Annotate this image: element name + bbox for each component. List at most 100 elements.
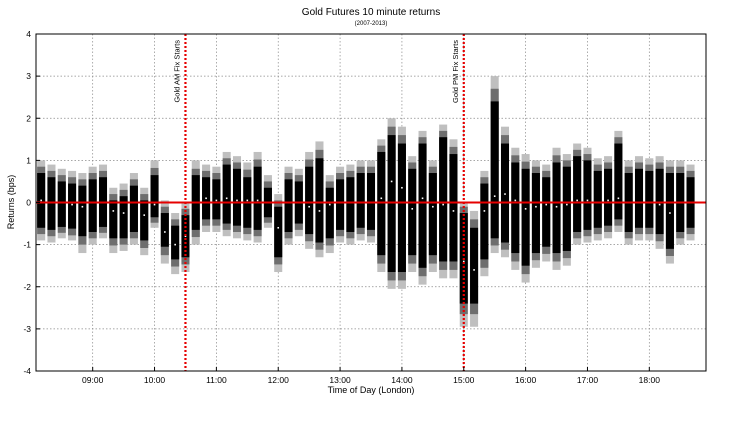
bar-median-dot bbox=[401, 186, 403, 189]
bar-median-dot bbox=[442, 203, 444, 206]
bar-median-dot bbox=[143, 214, 146, 216]
bar-median-dot bbox=[555, 205, 558, 208]
bar-core-band bbox=[305, 166, 314, 235]
bar-core-band bbox=[408, 168, 417, 256]
y-tick-label: 0 bbox=[26, 198, 31, 208]
y-tick-label: 1 bbox=[26, 155, 31, 165]
bar-core-band bbox=[129, 185, 138, 232]
y-tick-label: -3 bbox=[23, 324, 31, 334]
bar-median-dot bbox=[462, 260, 465, 263]
bar-median-dot bbox=[277, 226, 280, 229]
fix-start-label: Gold AM Fix Starts bbox=[172, 40, 181, 103]
bar-median-dot bbox=[607, 199, 609, 202]
bar-core-band bbox=[377, 151, 386, 256]
bar-core-band bbox=[78, 185, 87, 237]
x-tick-label: 12:00 bbox=[268, 375, 290, 385]
bar-median-dot bbox=[174, 243, 176, 246]
bar-median-dot bbox=[308, 205, 310, 208]
bar-core-band bbox=[665, 173, 674, 249]
bar-core-band bbox=[604, 168, 613, 226]
bar-core-band bbox=[500, 143, 510, 243]
bar-median-dot bbox=[524, 208, 527, 210]
bar-core-band bbox=[418, 143, 427, 268]
bar-median-dot bbox=[514, 199, 517, 202]
bar-core-band bbox=[542, 177, 551, 247]
bar-median-dot bbox=[380, 197, 383, 200]
bar-median-dot bbox=[576, 199, 578, 202]
bar-median-dot bbox=[40, 199, 42, 202]
bar-median-dot bbox=[421, 197, 424, 200]
bar-core-band bbox=[428, 173, 437, 256]
x-tick-label: 09:00 bbox=[82, 375, 104, 385]
fix-start-label: Gold PM Fix Starts bbox=[451, 40, 460, 103]
bar-median-dot bbox=[122, 212, 125, 214]
bar-median-dot bbox=[215, 199, 218, 202]
bar-median-dot bbox=[318, 210, 321, 212]
bar-core-band bbox=[212, 179, 221, 220]
bar-core-band bbox=[655, 168, 664, 235]
bar-core-band bbox=[439, 137, 448, 262]
bar-median-dot bbox=[493, 195, 496, 197]
x-axis-label: Time of Day (London) bbox=[328, 385, 415, 395]
bar-median-dot bbox=[246, 199, 249, 202]
bar-core-band bbox=[57, 181, 66, 227]
bar-core-band bbox=[160, 213, 169, 247]
bar-core-band bbox=[387, 135, 396, 273]
x-tick-label: 17:00 bbox=[577, 375, 599, 385]
bar-median-dot bbox=[586, 199, 589, 202]
y-tick-label: 3 bbox=[26, 71, 31, 81]
bar-median-dot bbox=[205, 197, 207, 200]
bar-median-dot bbox=[452, 210, 455, 212]
bar-core-band bbox=[325, 187, 334, 239]
bar-core-band bbox=[573, 156, 582, 232]
x-tick-label: 16:00 bbox=[515, 375, 537, 385]
y-tick-label: -1 bbox=[23, 240, 31, 250]
reference-lines: Gold AM Fix Starts Gold PM Fix Starts bbox=[36, 34, 706, 371]
bar-median-dot bbox=[432, 205, 434, 208]
x-tick-label: 11:00 bbox=[206, 375, 227, 385]
bar-core-band bbox=[366, 173, 376, 230]
bar-core-band bbox=[232, 168, 242, 226]
bar-core-band bbox=[140, 200, 149, 241]
bar-core-band bbox=[614, 143, 623, 220]
bar-median-dot bbox=[669, 212, 671, 214]
y-axis-label: Returns (bps) bbox=[6, 175, 16, 230]
bar-core-band bbox=[119, 196, 128, 239]
chart-subtitle: (2007-2013) bbox=[354, 21, 388, 27]
bar-median-dot bbox=[658, 203, 661, 206]
bar-median-dot bbox=[473, 269, 475, 271]
bar-core-band bbox=[562, 166, 571, 251]
bar-core-band bbox=[68, 183, 77, 229]
y-tick-label: 2 bbox=[26, 113, 31, 123]
bar-core-band bbox=[490, 101, 499, 239]
x-tick-label: 14:00 bbox=[391, 375, 413, 385]
bar-core-band bbox=[284, 179, 293, 232]
bar-median-dot bbox=[535, 205, 537, 208]
bar-median-dot bbox=[390, 180, 393, 183]
bar-median-dot bbox=[236, 199, 238, 202]
bar-core-band bbox=[253, 166, 262, 230]
bar-median-dot bbox=[566, 203, 568, 206]
bar-core-band bbox=[88, 179, 97, 232]
bar-core-band bbox=[583, 160, 592, 230]
bar-median-dot bbox=[71, 203, 73, 206]
bar-core-band bbox=[645, 170, 654, 228]
x-tick-label: 10:00 bbox=[144, 375, 166, 385]
bar-core-band bbox=[356, 173, 365, 228]
bar-core-band bbox=[315, 158, 324, 243]
bar-core-band bbox=[346, 177, 355, 232]
bar-core-band bbox=[531, 173, 540, 254]
bar-core-band bbox=[593, 170, 602, 228]
y-tick-label: -4 bbox=[23, 366, 31, 376]
bar-median-dot bbox=[225, 197, 228, 200]
x-tick-label: 15:00 bbox=[453, 375, 475, 385]
bar-core-band bbox=[511, 162, 520, 254]
bar-median-dot bbox=[164, 231, 166, 233]
bar-core-band bbox=[521, 168, 530, 266]
bar-core-band bbox=[552, 162, 561, 254]
bars bbox=[37, 76, 695, 327]
bar-median-dot bbox=[545, 203, 548, 206]
bar-core-band bbox=[109, 200, 118, 239]
bar-core-band bbox=[336, 179, 345, 230]
